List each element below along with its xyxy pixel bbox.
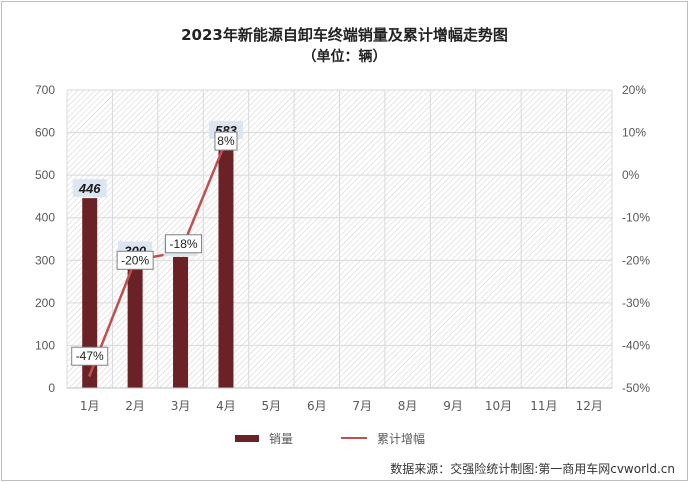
line-value-label: -47%: [76, 349, 104, 363]
x-tick-label: 7月: [352, 399, 372, 413]
bar: [82, 198, 98, 388]
y-right-tick-label: -50%: [622, 381, 650, 395]
legend-bar-label: 销量: [269, 431, 294, 446]
legend-line-swatch: [341, 437, 368, 439]
x-tick-label: 1月: [80, 399, 100, 413]
bar: [127, 260, 143, 388]
legend-line-label: 累计增幅: [377, 431, 426, 446]
legend-item-sales: 销量: [235, 430, 293, 447]
y-left-tick-label: 100: [35, 338, 55, 352]
y-right-tick-label: 20%: [622, 83, 646, 97]
x-tick-label: 12月: [576, 399, 603, 413]
data-source: 数据来源：交强险统计制图:第一商用车网cvworld.cn: [390, 462, 675, 476]
line-value-label: -20%: [121, 253, 149, 267]
y-left-tick-label: 500: [35, 168, 55, 182]
line-value-label-bg: [116, 250, 154, 270]
legend-bar-swatch: [235, 434, 259, 442]
bar-value-label: 446: [78, 181, 101, 196]
chart-title: 2023年新能源自卸车终端销量及累计增幅走势图: [181, 26, 508, 44]
x-tick-label: 8月: [398, 399, 418, 413]
line-value-label: 8%: [217, 134, 235, 148]
chart-subtitle: （单位：辆）: [302, 49, 387, 65]
x-tick-label: 4月: [216, 399, 236, 413]
y-left-tick-label: 400: [35, 211, 55, 225]
y-left-tick-label: 0: [48, 381, 55, 395]
y-right-tick-label: -10%: [622, 211, 650, 225]
x-tick-label: 11月: [530, 399, 557, 413]
y-right-tick-label: -20%: [622, 253, 650, 267]
x-tick-label: 5月: [262, 399, 282, 413]
y-right-tick-label: 0%: [622, 168, 640, 182]
line-value-label-bg: [214, 131, 238, 151]
x-tick-label: 9月: [443, 399, 463, 413]
line-value-label-bg: [71, 346, 109, 366]
x-tick-label: 6月: [307, 399, 327, 413]
y-left-tick-label: 300: [35, 253, 55, 267]
line-value-label-bg: [165, 234, 203, 254]
bar: [173, 256, 189, 388]
y-left-tick-label: 700: [35, 83, 55, 97]
line-point: [88, 373, 92, 377]
line-value-label: -18%: [170, 237, 198, 251]
line-series: [88, 140, 228, 376]
y-right-tick-label: -30%: [622, 296, 650, 310]
y-left-tick-label: 600: [35, 126, 55, 140]
x-tick-label: 2月: [125, 399, 145, 413]
bar: [218, 139, 234, 388]
legend-item-growth: 累计增幅: [341, 430, 425, 447]
y-left-tick-label: 200: [35, 296, 55, 310]
bar-value-label-bg: [72, 179, 107, 198]
x-tick-label: 3月: [171, 399, 191, 413]
legend: 销量 累计增幅: [235, 429, 473, 447]
y-right-tick-label: -40%: [622, 338, 650, 352]
y-right-tick-label: 10%: [622, 126, 646, 140]
x-tick-label: 10月: [485, 399, 512, 413]
